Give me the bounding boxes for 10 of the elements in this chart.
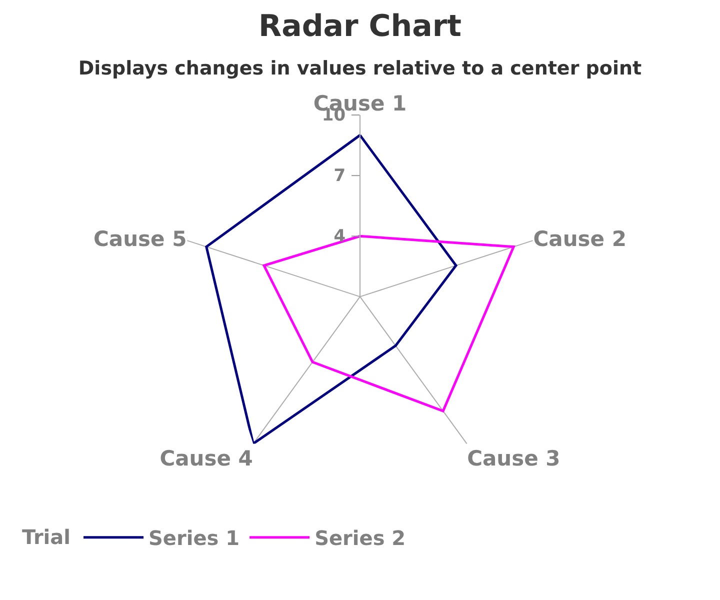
legend-title: Trial [22, 524, 71, 549]
spoke-label: Cause 2 [533, 227, 626, 252]
spoke-label: Cause 4 [160, 446, 253, 470]
legend-label: Series 2 [314, 526, 406, 550]
legend-label: Series 1 [148, 526, 240, 550]
chart-title: Radar Chart [258, 9, 462, 44]
spoke-label: Cause 3 [467, 446, 560, 470]
y-tick-label: 7 [334, 166, 346, 186]
spoke-label: Cause 5 [94, 227, 187, 252]
chart-subtitle: Displays changes in values relative to a center point [78, 57, 642, 80]
